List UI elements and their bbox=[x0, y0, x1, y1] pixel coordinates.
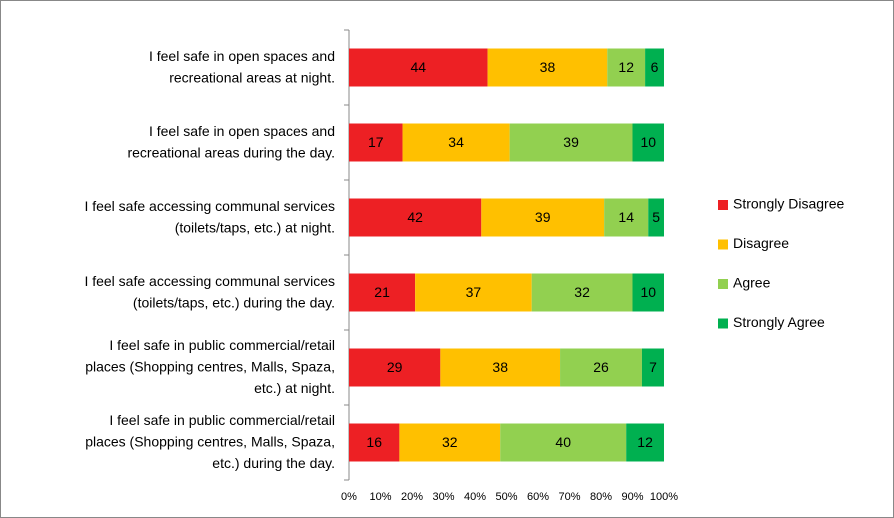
category-label: I feel safe accessing communal services(… bbox=[84, 272, 335, 310]
bar-segment bbox=[349, 48, 488, 87]
legend-swatch bbox=[718, 200, 728, 210]
x-tick-label: 20% bbox=[401, 491, 423, 503]
legend-label: Strongly Agree bbox=[733, 314, 825, 330]
bar-segment bbox=[641, 348, 664, 387]
bar-segment bbox=[632, 273, 664, 312]
x-tick-label: 50% bbox=[495, 491, 517, 503]
data-label: 26 bbox=[593, 359, 609, 375]
bar-segment bbox=[402, 123, 510, 162]
bar-segment bbox=[349, 273, 416, 312]
data-label: 39 bbox=[563, 134, 579, 150]
x-tick-label: 90% bbox=[621, 491, 643, 503]
data-label: 10 bbox=[640, 134, 656, 150]
bar-segment bbox=[604, 198, 649, 237]
bar-segment bbox=[607, 48, 646, 87]
x-tick-label: 10% bbox=[369, 491, 391, 503]
x-tick-label: 80% bbox=[590, 491, 612, 503]
legend-swatch bbox=[718, 279, 728, 289]
x-tick-label: 0% bbox=[341, 491, 357, 503]
legend-swatch bbox=[718, 239, 728, 250]
data-label: 17 bbox=[368, 134, 384, 150]
bar-segment bbox=[349, 423, 400, 462]
legend-label: Agree bbox=[733, 275, 771, 291]
data-label: 10 bbox=[640, 284, 656, 300]
bar-segment bbox=[500, 423, 627, 462]
category-label: I feel safe in open spaces and recreation… bbox=[127, 122, 335, 160]
data-label: 40 bbox=[555, 434, 571, 450]
data-label: 5 bbox=[652, 209, 660, 225]
bar-segment bbox=[487, 48, 608, 87]
bar-segment bbox=[349, 198, 482, 237]
category-label: I feel safe in public commercial/retail p… bbox=[85, 337, 335, 396]
category-label: I feel safe in public commercial/retail p… bbox=[85, 412, 335, 471]
bar-segment bbox=[440, 348, 561, 387]
data-label: 44 bbox=[411, 59, 427, 75]
data-label: 21 bbox=[374, 284, 390, 300]
data-label: 7 bbox=[649, 359, 657, 375]
data-label: 12 bbox=[637, 434, 653, 450]
x-tick-label: 100% bbox=[650, 491, 678, 503]
data-label: 38 bbox=[540, 59, 556, 75]
bar-segment bbox=[648, 198, 664, 237]
x-tick-label: 30% bbox=[432, 491, 454, 503]
data-label: 39 bbox=[535, 209, 551, 225]
x-tick-label: 60% bbox=[527, 491, 549, 503]
bar-segment bbox=[645, 48, 664, 87]
data-label: 12 bbox=[618, 59, 634, 75]
x-tick-label: 70% bbox=[558, 491, 580, 503]
data-label: 14 bbox=[618, 209, 634, 225]
legend-swatch bbox=[718, 318, 728, 329]
data-label: 16 bbox=[366, 434, 382, 450]
data-label: 37 bbox=[466, 284, 482, 300]
data-label: 29 bbox=[387, 359, 403, 375]
bar-segment bbox=[481, 198, 605, 237]
data-label: 32 bbox=[574, 284, 590, 300]
data-label: 32 bbox=[442, 434, 458, 450]
bar-segment bbox=[399, 423, 501, 462]
x-tick-label: 40% bbox=[464, 491, 486, 503]
legend-label: Disagree bbox=[733, 235, 789, 251]
bar-segment bbox=[531, 273, 633, 312]
bar-segment bbox=[560, 348, 642, 387]
legend-label: Strongly Disagree bbox=[733, 196, 844, 212]
data-label: 42 bbox=[407, 209, 423, 225]
category-label: I feel safe accessing communal services(… bbox=[84, 197, 335, 235]
bar-segment bbox=[415, 273, 532, 312]
data-label: 34 bbox=[448, 134, 464, 150]
data-label: 38 bbox=[492, 359, 508, 375]
bar-segment bbox=[509, 123, 633, 162]
data-label: 6 bbox=[651, 59, 659, 75]
bar-segment bbox=[632, 123, 664, 162]
bar-segment bbox=[349, 123, 403, 162]
bar-segment bbox=[626, 423, 664, 462]
category-label: I feel safe in open spaces and recreation… bbox=[149, 47, 335, 85]
bar-segment bbox=[349, 348, 441, 387]
